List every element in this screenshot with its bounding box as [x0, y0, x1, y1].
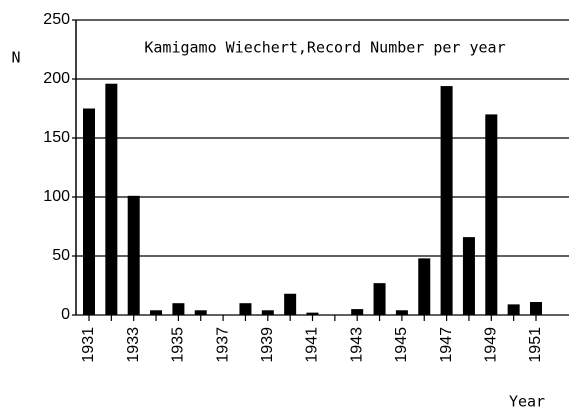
x-tick-label: 1937 [214, 327, 231, 363]
y-tick-label: 0 [61, 306, 70, 323]
bar [239, 303, 252, 315]
x-tick-label: 1933 [125, 327, 142, 363]
bar [261, 310, 274, 315]
bar [194, 310, 207, 315]
y-tick-label: 250 [43, 11, 70, 28]
y-tick-label: 150 [43, 129, 70, 146]
x-tick-label: 1941 [304, 327, 321, 363]
y-tick-label: 200 [43, 70, 70, 87]
bar [150, 310, 163, 315]
x-tick-label: 1945 [393, 327, 410, 363]
bar [284, 293, 297, 315]
bar [172, 303, 185, 315]
y-axis-label: N [11, 49, 20, 67]
x-axis-label: Year [509, 393, 545, 411]
x-tick-label: 1935 [170, 327, 187, 363]
bar [418, 258, 431, 315]
x-tick-label: 1943 [348, 327, 365, 363]
bar [306, 312, 319, 315]
x-tick-label: 1931 [80, 327, 97, 363]
bar [395, 310, 408, 315]
bar [462, 237, 475, 315]
bar [127, 195, 140, 315]
bar [530, 302, 542, 315]
bar [440, 86, 453, 315]
bar [373, 283, 386, 315]
y-tick-label: 50 [52, 247, 70, 264]
bar [83, 108, 95, 315]
x-tick-label: 1939 [259, 327, 276, 363]
x-tick-label: 1951 [527, 327, 544, 363]
bar [105, 83, 118, 315]
chart-title: Kamigamo Wiechert,Record Number per year [144, 39, 505, 57]
bar [485, 114, 498, 316]
y-tick-label: 100 [43, 188, 70, 205]
x-tick-label: 1949 [483, 327, 500, 363]
bar [351, 309, 364, 315]
x-tick-label: 1947 [438, 327, 455, 363]
title-box [100, 30, 548, 68]
bar [507, 304, 520, 315]
